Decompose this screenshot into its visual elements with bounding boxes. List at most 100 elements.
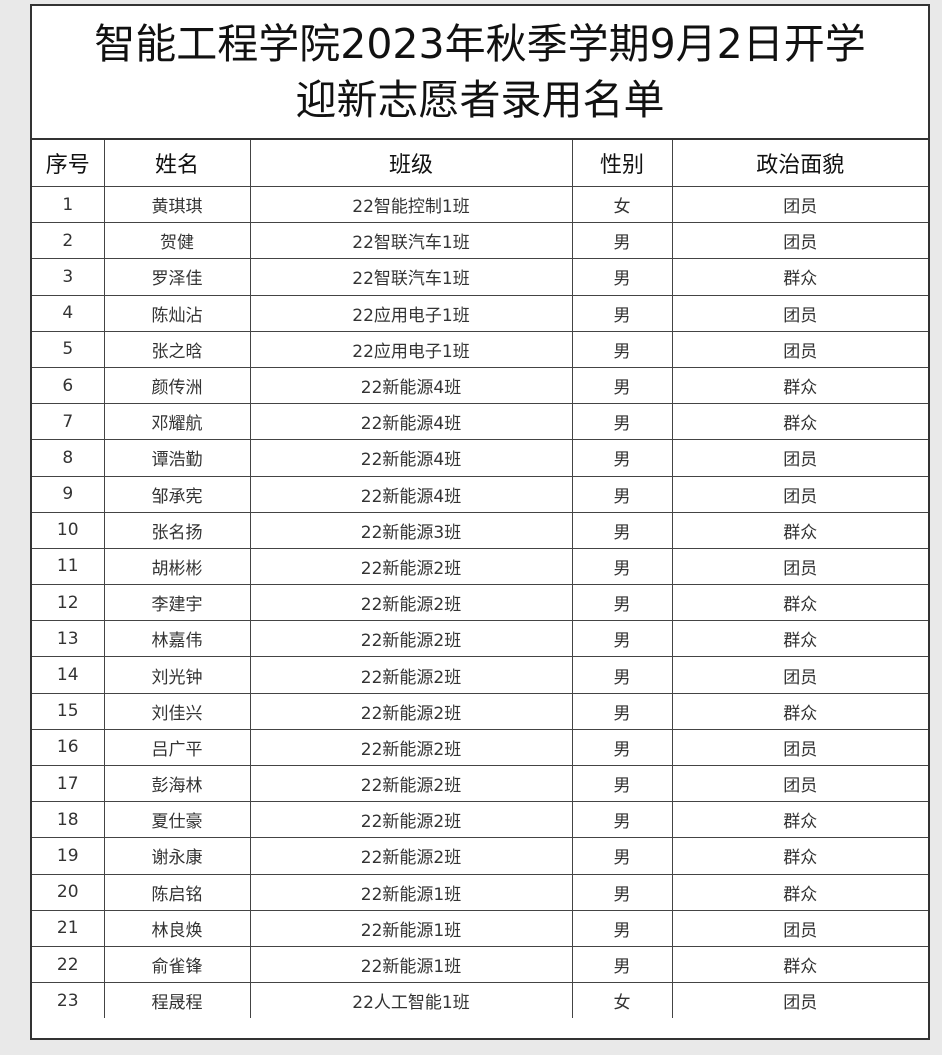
cell-political-status: 团员: [671, 294, 928, 332]
table-row: 20 陈启铭 22新能源1班男群众: [32, 873, 928, 911]
cell-class: 22新能源1班: [249, 909, 573, 947]
column-header-class: 班级: [249, 140, 573, 187]
cell-gender: 男: [571, 584, 673, 622]
cell-gender: 男: [571, 764, 673, 803]
table-row: 3 罗泽佳 22智联汽车1班男群众: [32, 258, 928, 296]
cell-name: 李建宇: [103, 584, 251, 622]
cell-class: 22新能源2班: [249, 656, 573, 694]
cell-gender: 男: [571, 294, 673, 332]
table-row: 23 程晟程 22人工智能1班女团员: [32, 982, 928, 1019]
cell-index: 15: [32, 692, 105, 730]
cell-political-status: 群众: [671, 366, 928, 405]
cell-index: 18: [32, 801, 105, 839]
cell-index: 19: [32, 837, 105, 875]
cell-gender: 男: [571, 873, 673, 911]
cell-class: 22智联汽车1班: [249, 258, 573, 296]
table-row: 17 彭海林 22新能源2班男团员: [32, 764, 928, 803]
cell-gender: 男: [571, 511, 673, 549]
column-header-political-status: 政治面貌: [671, 140, 928, 187]
cell-name: 彭海林: [103, 764, 251, 803]
cell-political-status: 群众: [671, 873, 928, 911]
cell-index: 9: [32, 475, 105, 513]
cell-class: 22新能源4班: [249, 439, 573, 477]
cell-index: 21: [32, 909, 105, 947]
cell-gender: 男: [571, 403, 673, 441]
table-row: 4 陈灿沾 22应用电子1班男团员: [32, 294, 928, 332]
column-header-index: 序号: [32, 140, 105, 187]
table-row: 22 俞雀锋 22新能源1班男群众: [32, 945, 928, 984]
cell-name: 陈灿沾: [103, 294, 251, 332]
cell-political-status: 团员: [671, 728, 928, 767]
cell-political-status: 团员: [671, 656, 928, 694]
cell-index: 16: [32, 728, 105, 767]
cell-class: 22智能控制1班: [249, 185, 573, 224]
table-row: 10 张名扬 22新能源3班男群众: [32, 511, 928, 549]
column-header-gender: 性别: [571, 140, 673, 187]
cell-political-status: 群众: [671, 945, 928, 984]
cell-class: 22应用电子1班: [249, 294, 573, 332]
cell-index: 17: [32, 764, 105, 803]
cell-index: 13: [32, 620, 105, 658]
cell-political-status: 团员: [671, 764, 928, 803]
cell-gender: 男: [571, 909, 673, 947]
cell-gender: 男: [571, 620, 673, 658]
cell-political-status: 团员: [671, 222, 928, 260]
table-row: 1 黄琪琪 22智能控制1班女团员: [32, 185, 928, 224]
cell-class: 22智联汽车1班: [249, 222, 573, 260]
cell-gender: 女: [571, 982, 673, 1019]
cell-index: 23: [32, 982, 105, 1019]
cell-index: 11: [32, 547, 105, 586]
cell-name: 张名扬: [103, 511, 251, 549]
cell-index: 4: [32, 294, 105, 332]
cell-index: 20: [32, 873, 105, 911]
cell-political-status: 团员: [671, 547, 928, 586]
table-row: 7 邓耀航 22新能源4班男群众: [32, 403, 928, 441]
table-row: 12 李建宇 22新能源2班男群众: [32, 584, 928, 622]
cell-index: 1: [32, 185, 105, 224]
cell-gender: 男: [571, 728, 673, 767]
table-row: 11 胡彬彬 22新能源2班男团员: [32, 547, 928, 586]
cell-gender: 男: [571, 837, 673, 875]
cell-political-status: 群众: [671, 584, 928, 622]
cell-gender: 女: [571, 185, 673, 224]
table-header-row: 序号 姓名 班级 性别 政治面貌: [32, 140, 928, 187]
cell-gender: 男: [571, 330, 673, 368]
column-header-name: 姓名: [103, 140, 251, 187]
cell-class: 22新能源2班: [249, 547, 573, 586]
table-row: 13 林嘉伟 22新能源2班男群众: [32, 620, 928, 658]
cell-index: 3: [32, 258, 105, 296]
cell-political-status: 团员: [671, 909, 928, 947]
cell-name: 程晟程: [103, 982, 251, 1019]
cell-index: 12: [32, 584, 105, 622]
volunteer-list-sheet: 智能工程学院2023年秋季学期9月2日开学 迎新志愿者录用名单 序号 姓名 班级 性别…: [30, 4, 930, 1040]
cell-name: 罗泽佳: [103, 258, 251, 296]
document-title: 智能工程学院2023年秋季学期9月2日开学 迎新志愿者录用名单: [32, 6, 928, 140]
cell-class: 22新能源1班: [249, 873, 573, 911]
table-row: 21 林良焕 22新能源1班男团员: [32, 909, 928, 947]
cell-name: 颜传洲: [103, 366, 251, 405]
cell-name: 俞雀锋: [103, 945, 251, 984]
cell-political-status: 群众: [671, 511, 928, 549]
cell-class: 22新能源1班: [249, 945, 573, 984]
cell-name: 张之晗: [103, 330, 251, 368]
cell-name: 林嘉伟: [103, 620, 251, 658]
cell-class: 22新能源2班: [249, 801, 573, 839]
cell-political-status: 群众: [671, 258, 928, 296]
cell-gender: 男: [571, 801, 673, 839]
cell-class: 22新能源4班: [249, 366, 573, 405]
table-row: 19 谢永康 22新能源2班男群众: [32, 837, 928, 875]
cell-political-status: 团员: [671, 330, 928, 368]
table-row: 9 邹承宪 22新能源4班男团员: [32, 475, 928, 513]
title-line-2: 迎新志愿者录用名单: [295, 76, 665, 124]
cell-class: 22新能源2班: [249, 728, 573, 767]
cell-political-status: 群众: [671, 692, 928, 730]
cell-political-status: 团员: [671, 439, 928, 477]
cell-gender: 男: [571, 692, 673, 730]
cell-name: 谢永康: [103, 837, 251, 875]
cell-index: 8: [32, 439, 105, 477]
title-line-1: 智能工程学院2023年秋季学期9月2日开学: [94, 20, 866, 68]
cell-political-status: 团员: [671, 982, 928, 1019]
cell-class: 22新能源2班: [249, 692, 573, 730]
cell-name: 林良焕: [103, 909, 251, 947]
cell-gender: 男: [571, 366, 673, 405]
